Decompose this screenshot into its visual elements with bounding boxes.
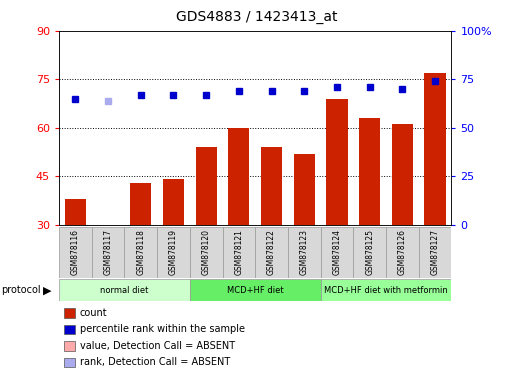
Text: count: count (80, 308, 107, 318)
Text: GSM878120: GSM878120 (202, 230, 211, 275)
Bar (321, 279, 451, 301)
Text: GSM878125: GSM878125 (365, 230, 374, 275)
Text: GSM878116: GSM878116 (71, 230, 80, 275)
Text: GSM878124: GSM878124 (332, 230, 342, 275)
Text: normal diet: normal diet (100, 286, 149, 295)
Bar (92, 227, 125, 278)
Bar (261, 147, 282, 225)
Bar (65, 199, 86, 225)
Bar (163, 179, 184, 225)
Text: MCD+HF diet: MCD+HF diet (227, 286, 284, 295)
Bar (228, 128, 249, 225)
Text: GSM878121: GSM878121 (234, 230, 243, 275)
Bar (190, 279, 321, 301)
Bar (293, 154, 315, 225)
Text: GSM878127: GSM878127 (430, 230, 440, 275)
Bar (255, 227, 288, 278)
Bar (59, 279, 190, 301)
Text: GSM878117: GSM878117 (104, 230, 112, 275)
Bar (353, 227, 386, 278)
Bar (59, 227, 92, 278)
Bar (223, 227, 255, 278)
Bar (419, 227, 451, 278)
Bar (130, 183, 151, 225)
Bar (190, 227, 223, 278)
Text: GDS4883 / 1423413_at: GDS4883 / 1423413_at (176, 10, 337, 23)
Text: GSM878126: GSM878126 (398, 230, 407, 275)
Text: GSM878122: GSM878122 (267, 230, 276, 275)
Bar (359, 118, 380, 225)
Bar (321, 227, 353, 278)
Text: MCD+HF diet with metformin: MCD+HF diet with metformin (324, 286, 448, 295)
Bar (386, 227, 419, 278)
Text: percentile rank within the sample: percentile rank within the sample (80, 324, 245, 334)
Bar (424, 73, 446, 225)
Bar (124, 227, 157, 278)
Text: protocol: protocol (1, 285, 41, 295)
Text: GSM878119: GSM878119 (169, 230, 178, 275)
Bar (195, 147, 217, 225)
Text: rank, Detection Call = ABSENT: rank, Detection Call = ABSENT (80, 358, 230, 367)
Bar (288, 227, 321, 278)
Text: value, Detection Call = ABSENT: value, Detection Call = ABSENT (80, 341, 234, 351)
Bar (392, 124, 413, 225)
Text: ▶: ▶ (44, 285, 52, 295)
Bar (157, 227, 190, 278)
Text: GSM878123: GSM878123 (300, 230, 309, 275)
Bar (326, 99, 348, 225)
Text: GSM878118: GSM878118 (136, 230, 145, 275)
